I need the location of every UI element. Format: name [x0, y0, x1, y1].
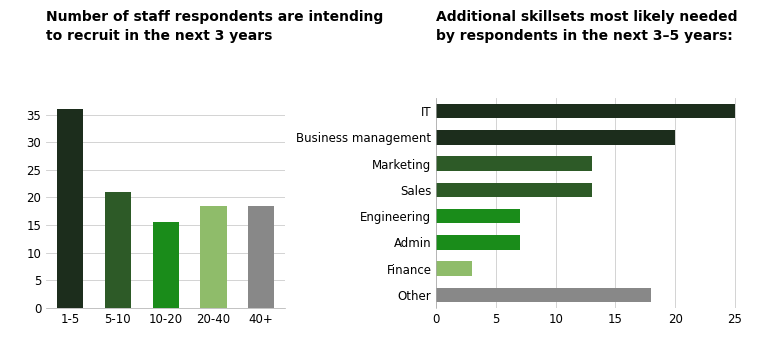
Bar: [437, 183, 591, 197]
Bar: [437, 156, 591, 171]
Bar: [437, 104, 735, 118]
Bar: [152, 222, 179, 308]
Bar: [437, 130, 675, 145]
Bar: [437, 235, 520, 250]
Bar: [437, 209, 520, 223]
Text: Number of staff respondents are intending
to recruit in the next 3 years: Number of staff respondents are intendin…: [46, 10, 383, 43]
Text: Additional skillsets most likely needed
by respondents in the next 3–5 years:: Additional skillsets most likely needed …: [437, 10, 738, 43]
Bar: [105, 192, 131, 308]
Bar: [437, 288, 651, 302]
Bar: [57, 109, 83, 308]
Bar: [200, 206, 226, 308]
Bar: [248, 206, 274, 308]
Bar: [437, 261, 472, 276]
